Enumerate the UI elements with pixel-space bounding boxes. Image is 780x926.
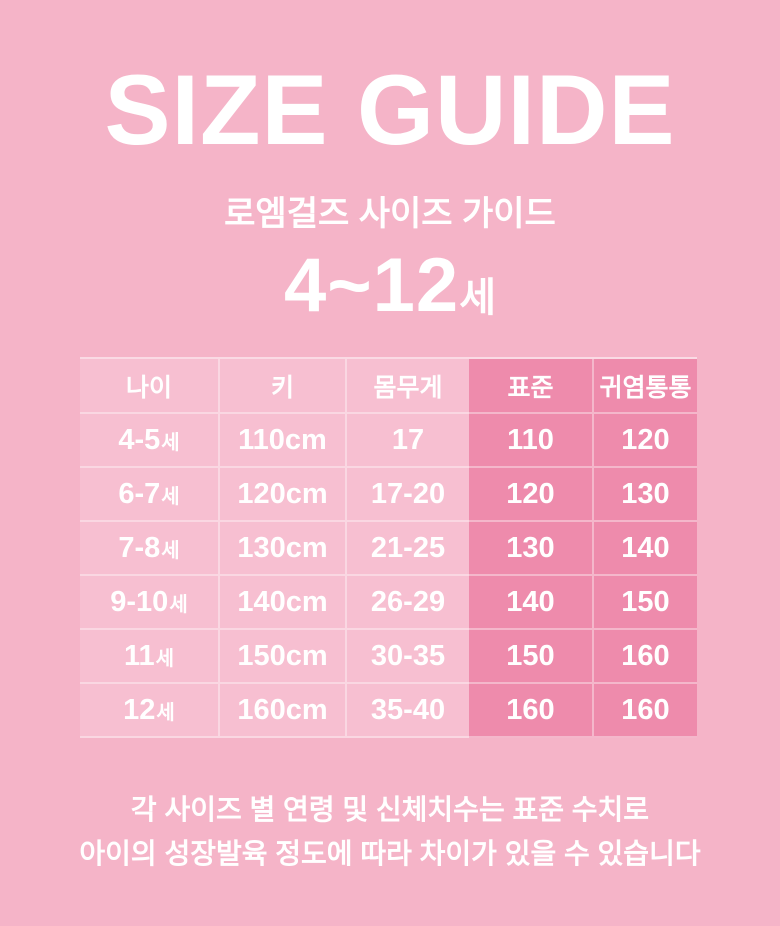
- footer-note: 각 사이즈 별 연령 및 신체치수는 표준 수치로 아이의 성장발육 정도에 따…: [0, 788, 780, 876]
- cell-chubby: 140: [594, 522, 697, 576]
- header-chubby: 귀염통통: [594, 359, 697, 414]
- age-suffix: 세: [161, 485, 180, 508]
- cell-chubby: 160: [594, 684, 697, 738]
- cell-height: 130cm: [220, 522, 347, 576]
- cell-height: 160cm: [220, 684, 347, 738]
- age-value: 7-8: [118, 531, 161, 564]
- age-suffix: 세: [156, 701, 175, 724]
- cell-weight: 17: [347, 414, 469, 468]
- cell-standard: 160: [469, 684, 594, 738]
- age-value: 4-5: [118, 423, 161, 456]
- cell-standard: 150: [469, 630, 594, 684]
- cell-height: 120cm: [220, 468, 347, 522]
- cell-chubby: 130: [594, 468, 697, 522]
- age-range-value: 4~12: [284, 243, 460, 328]
- header-height: 키: [220, 359, 347, 414]
- cell-chubby: 160: [594, 630, 697, 684]
- cell-age: 6-7 세: [80, 468, 220, 522]
- cell-standard: 110: [469, 414, 594, 468]
- cell-age: 9-10 세: [80, 576, 220, 630]
- footer-note-line2: 아이의 성장발육 정도에 따라 차이가 있을 수 있습니다: [79, 838, 701, 869]
- cell-height: 140cm: [220, 576, 347, 630]
- page-subtitle: 로엠걸즈 사이즈 가이드: [224, 195, 556, 233]
- cell-standard: 130: [469, 522, 594, 576]
- cell-standard: 120: [469, 468, 594, 522]
- cell-weight: 35-40: [347, 684, 469, 738]
- cell-weight: 26-29: [347, 576, 469, 630]
- size-table: 나이 키 몸무게 표준 귀염통통 4-5 세 110cm 17 110 120 6…: [80, 357, 697, 738]
- age-value: 9-10: [110, 585, 169, 618]
- cell-height: 150cm: [220, 630, 347, 684]
- age-suffix: 세: [161, 539, 180, 562]
- age-range-suffix: 세: [459, 276, 496, 320]
- age-suffix: 세: [161, 431, 180, 454]
- header-standard: 표준: [469, 359, 594, 414]
- cell-weight: 30-35: [347, 630, 469, 684]
- cell-height: 110cm: [220, 414, 347, 468]
- header-weight: 몸무게: [347, 359, 469, 414]
- age-range: 4~12세: [0, 248, 780, 341]
- cell-age: 12 세: [80, 684, 220, 738]
- page-title: SIZE GUIDE: [104, 54, 676, 165]
- cell-age: 7-8 세: [80, 522, 220, 576]
- cell-age: 11 세: [80, 630, 220, 684]
- cell-chubby: 120: [594, 414, 697, 468]
- footer-note-line1: 각 사이즈 별 연령 및 신체치수는 표준 수치로: [130, 794, 650, 825]
- age-suffix: 세: [155, 647, 175, 670]
- cell-chubby: 150: [594, 576, 697, 630]
- cell-standard: 140: [469, 576, 594, 630]
- age-value: 12: [123, 693, 156, 726]
- age-value: 11: [123, 639, 155, 672]
- cell-age: 4-5 세: [80, 414, 220, 468]
- cell-weight: 17-20: [347, 468, 469, 522]
- header-age: 나이: [80, 359, 220, 414]
- age-value: 6-7: [118, 477, 161, 510]
- cell-weight: 21-25: [347, 522, 469, 576]
- age-suffix: 세: [169, 593, 188, 616]
